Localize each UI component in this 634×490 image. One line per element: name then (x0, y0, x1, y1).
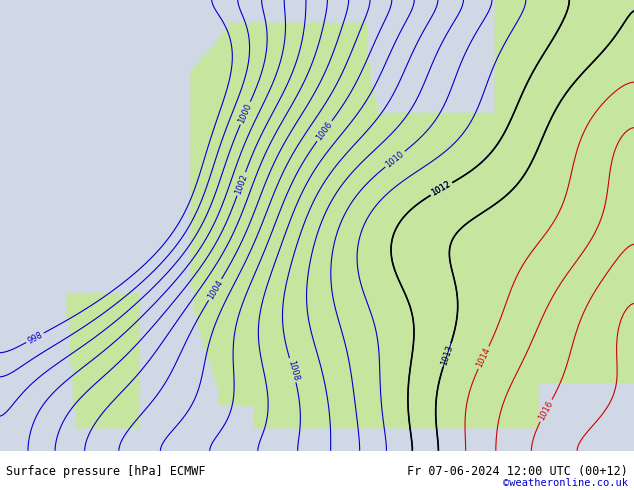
Text: 1016: 1016 (537, 399, 555, 422)
Text: ©weatheronline.co.uk: ©weatheronline.co.uk (503, 478, 628, 488)
Text: 1013: 1013 (439, 343, 455, 367)
Text: Fr 07-06-2024 12:00 UTC (00+12): Fr 07-06-2024 12:00 UTC (00+12) (407, 465, 628, 478)
Text: 1014: 1014 (475, 346, 492, 369)
Text: 1010: 1010 (384, 149, 406, 169)
Text: 1006: 1006 (314, 120, 334, 142)
Text: 1000: 1000 (237, 102, 254, 124)
Text: 1012: 1012 (430, 180, 453, 198)
Text: 1002: 1002 (233, 172, 249, 195)
Text: 1008: 1008 (286, 359, 300, 382)
Text: 1012: 1012 (430, 180, 453, 198)
Text: Surface pressure [hPa] ECMWF: Surface pressure [hPa] ECMWF (6, 465, 206, 478)
Text: 1004: 1004 (206, 278, 224, 301)
Text: 998: 998 (26, 330, 44, 345)
